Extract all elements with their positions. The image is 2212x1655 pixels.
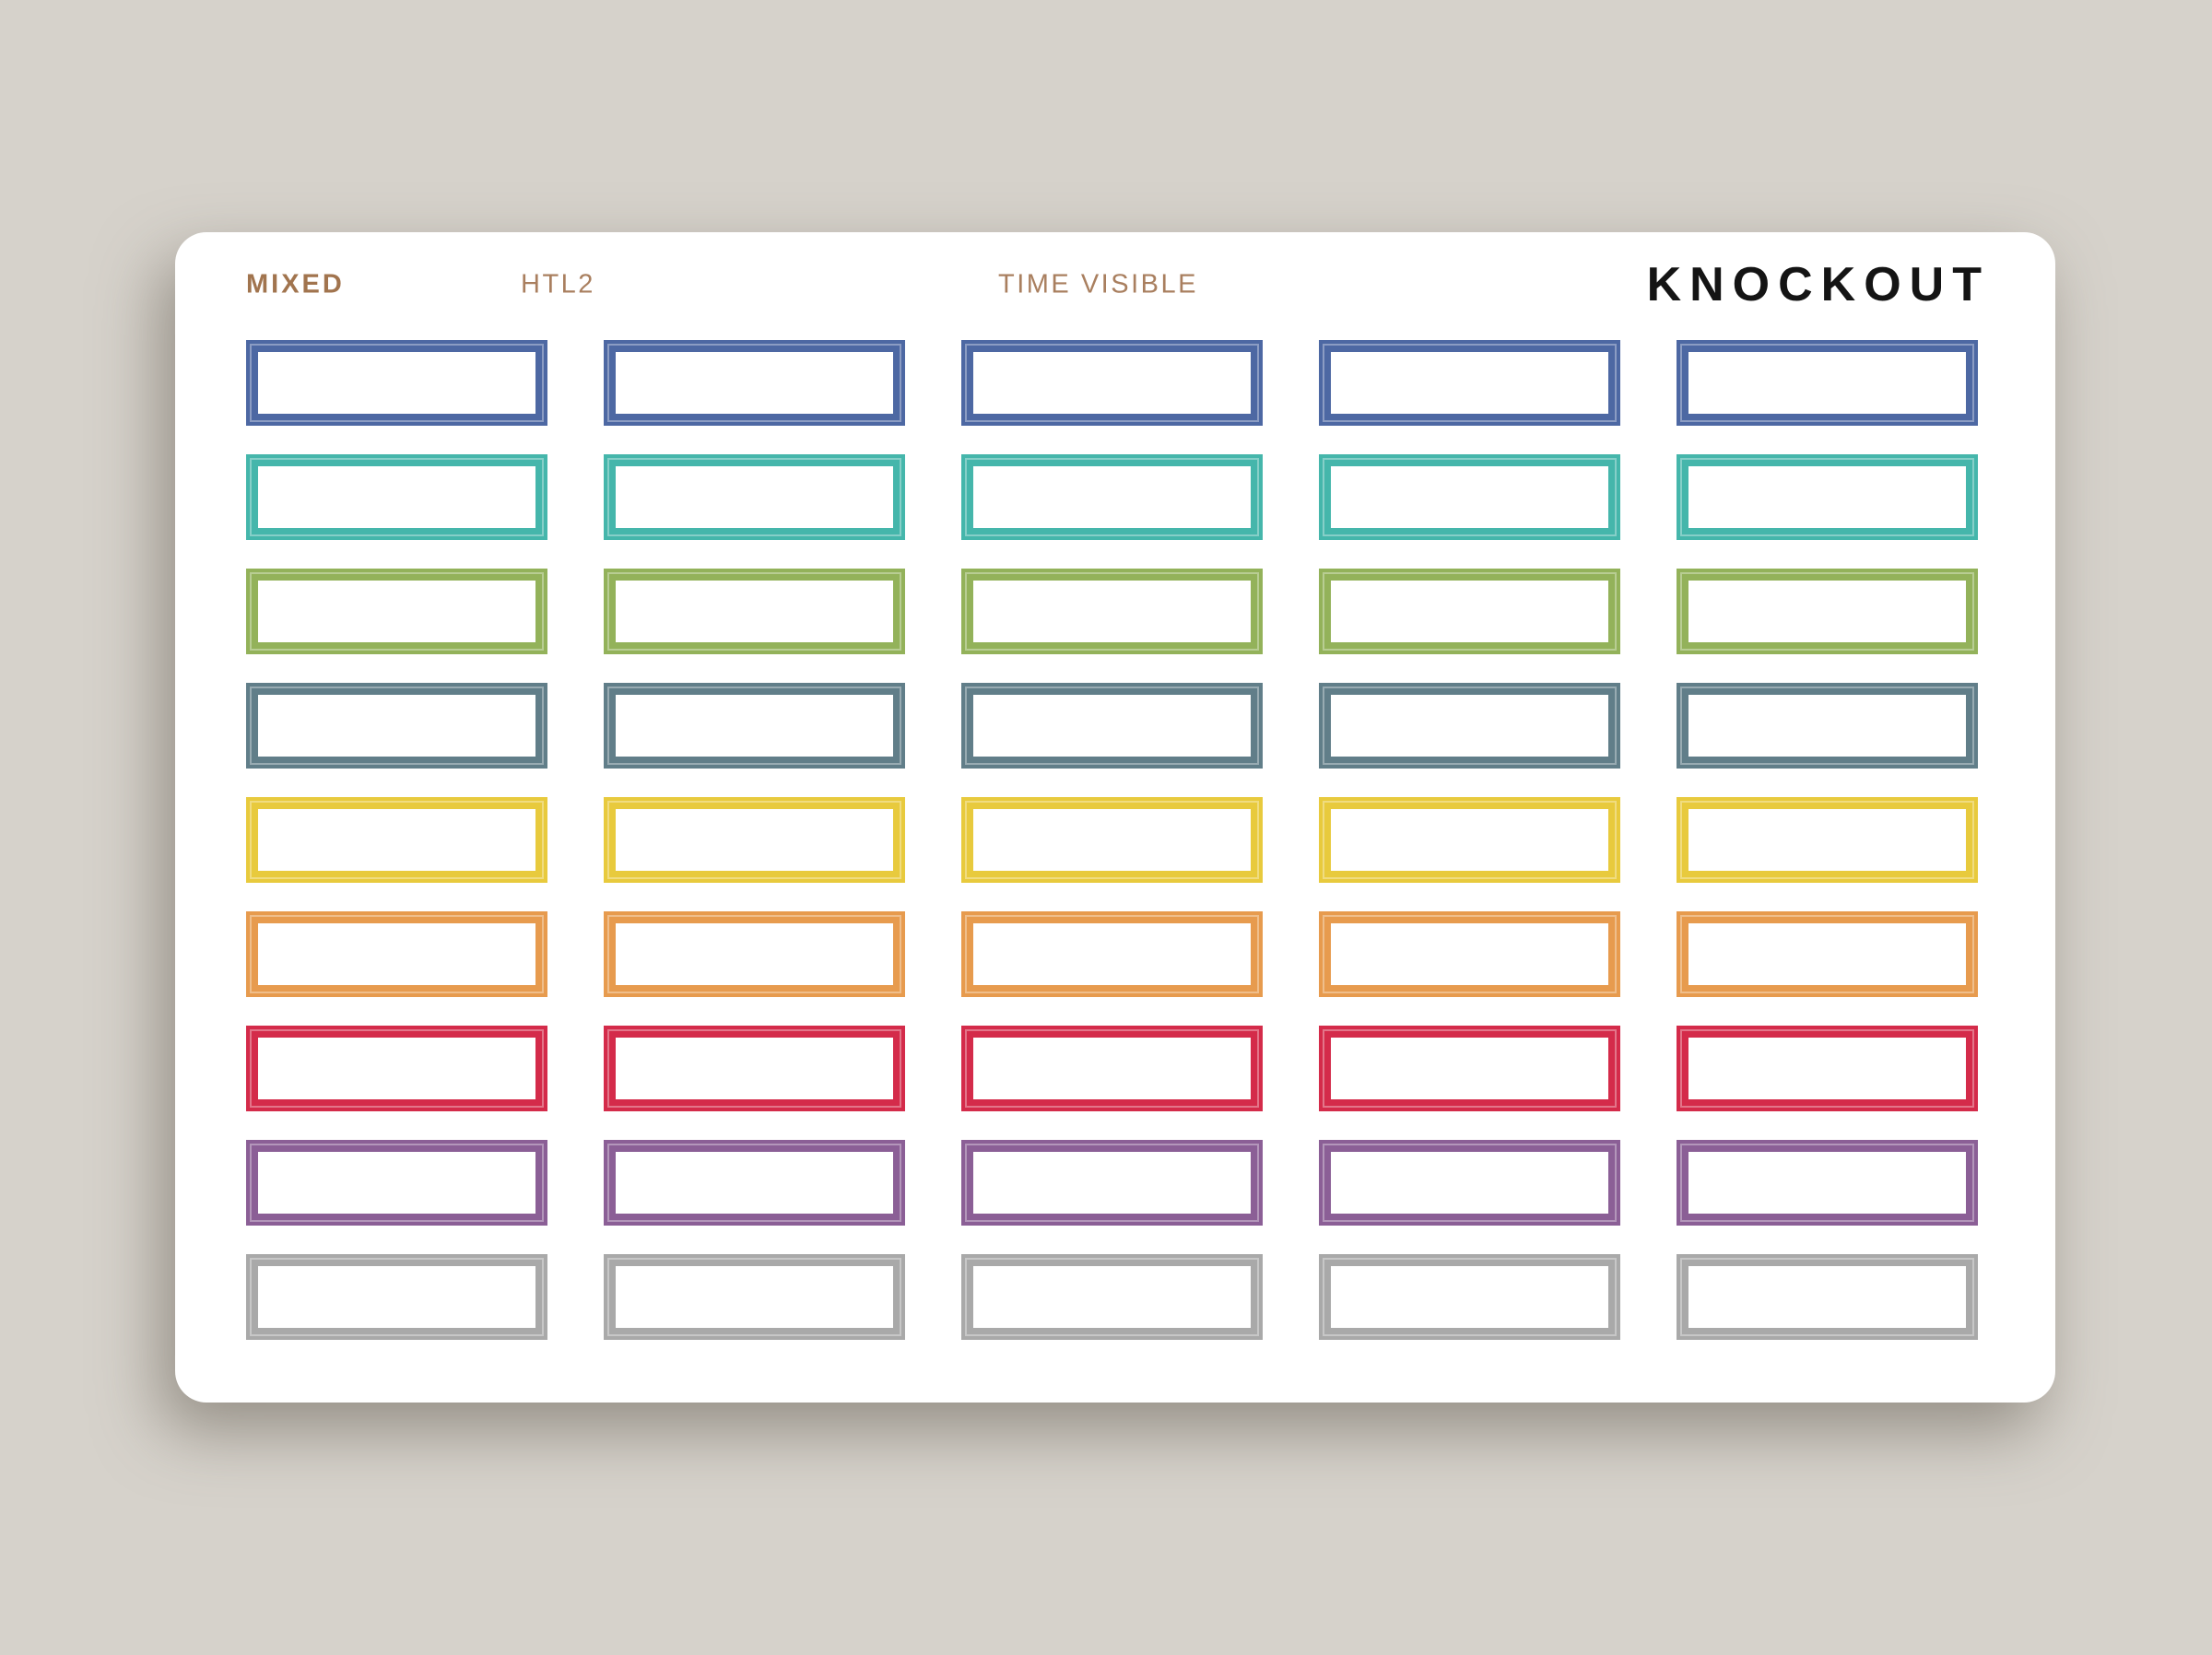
sticker-orange-col3 [961, 911, 1263, 997]
sticker-teal-col1 [246, 454, 547, 540]
style-label: TIME VISIBLE [998, 269, 1198, 299]
sticker-slate-col4 [1319, 683, 1620, 769]
sticker-red-col2 [604, 1026, 905, 1111]
sticker-purple-col5 [1677, 1140, 1978, 1226]
sticker-slate-col2 [604, 683, 905, 769]
sticker-gray-col1 [246, 1254, 547, 1340]
sticker-blue-col1 [246, 340, 547, 426]
brand-logo-text: KNOCKOUT [1646, 258, 1990, 311]
sticker-green-col2 [604, 569, 905, 654]
sticker-yellow-col3 [961, 797, 1263, 883]
sticker-yellow-col2 [604, 797, 905, 883]
sticker-blue-col2 [604, 340, 905, 426]
sticker-orange-col4 [1319, 911, 1620, 997]
sku-label: HTL2 [521, 269, 595, 299]
sticker-orange-col5 [1677, 911, 1978, 997]
sticker-orange-col1 [246, 911, 547, 997]
sticker-teal-col3 [961, 454, 1263, 540]
sticker-yellow-col4 [1319, 797, 1620, 883]
sticker-gray-col3 [961, 1254, 1263, 1340]
sticker-red-col5 [1677, 1026, 1978, 1111]
sticker-teal-col5 [1677, 454, 1978, 540]
sticker-red-col4 [1319, 1026, 1620, 1111]
sticker-orange-col2 [604, 911, 905, 997]
sticker-slate-col5 [1677, 683, 1978, 769]
sticker-purple-col1 [246, 1140, 547, 1226]
sticker-grid [246, 340, 1978, 1340]
sticker-yellow-col5 [1677, 797, 1978, 883]
sticker-green-col5 [1677, 569, 1978, 654]
sticker-slate-col3 [961, 683, 1263, 769]
sticker-red-col3 [961, 1026, 1263, 1111]
sticker-teal-col2 [604, 454, 905, 540]
sticker-purple-col2 [604, 1140, 905, 1226]
sticker-purple-col3 [961, 1140, 1263, 1226]
sticker-sheet-card: MIXED HTL2 TIME VISIBLE KNOCKOUT [175, 232, 2055, 1403]
sticker-green-col4 [1319, 569, 1620, 654]
sticker-gray-col4 [1319, 1254, 1620, 1340]
sticker-slate-col1 [246, 683, 547, 769]
sticker-red-col1 [246, 1026, 547, 1111]
sticker-gray-col5 [1677, 1254, 1978, 1340]
sticker-purple-col4 [1319, 1140, 1620, 1226]
sticker-blue-col4 [1319, 340, 1620, 426]
sticker-gray-col2 [604, 1254, 905, 1340]
sticker-yellow-col1 [246, 797, 547, 883]
sticker-green-col3 [961, 569, 1263, 654]
sticker-green-col1 [246, 569, 547, 654]
collection-label: MIXED [246, 269, 345, 299]
sticker-teal-col4 [1319, 454, 1620, 540]
sticker-blue-col3 [961, 340, 1263, 426]
sticker-blue-col5 [1677, 340, 1978, 426]
